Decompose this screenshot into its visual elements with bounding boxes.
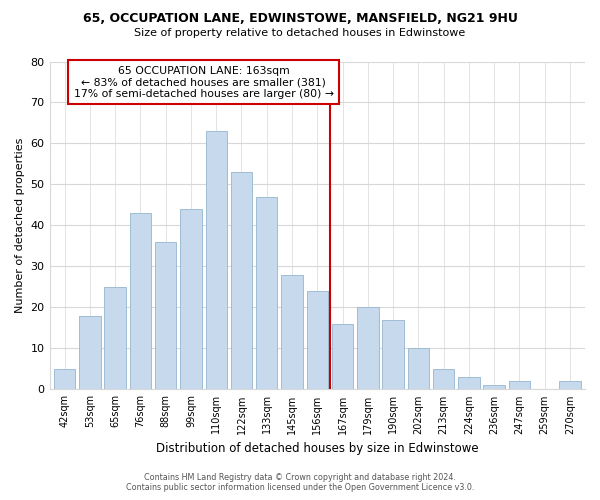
- Text: 65, OCCUPATION LANE, EDWINSTOWE, MANSFIELD, NG21 9HU: 65, OCCUPATION LANE, EDWINSTOWE, MANSFIE…: [83, 12, 517, 26]
- Bar: [509, 381, 530, 390]
- Bar: [231, 172, 252, 390]
- Bar: [180, 209, 202, 390]
- Bar: [281, 274, 303, 390]
- Y-axis label: Number of detached properties: Number of detached properties: [15, 138, 25, 313]
- Bar: [559, 381, 581, 390]
- Bar: [382, 320, 404, 390]
- Bar: [433, 369, 454, 390]
- Bar: [484, 386, 505, 390]
- Bar: [357, 308, 379, 390]
- Bar: [458, 377, 479, 390]
- X-axis label: Distribution of detached houses by size in Edwinstowe: Distribution of detached houses by size …: [156, 442, 479, 455]
- Text: 65 OCCUPATION LANE: 163sqm
← 83% of detached houses are smaller (381)
17% of sem: 65 OCCUPATION LANE: 163sqm ← 83% of deta…: [74, 66, 334, 99]
- Bar: [206, 131, 227, 390]
- Bar: [256, 197, 277, 390]
- Bar: [104, 287, 126, 390]
- Bar: [130, 213, 151, 390]
- Text: Size of property relative to detached houses in Edwinstowe: Size of property relative to detached ho…: [134, 28, 466, 38]
- Bar: [407, 348, 429, 390]
- Bar: [54, 369, 76, 390]
- Bar: [155, 242, 176, 390]
- Bar: [307, 291, 328, 390]
- Bar: [79, 316, 101, 390]
- Text: Contains HM Land Registry data © Crown copyright and database right 2024.
Contai: Contains HM Land Registry data © Crown c…: [126, 473, 474, 492]
- Bar: [332, 324, 353, 390]
